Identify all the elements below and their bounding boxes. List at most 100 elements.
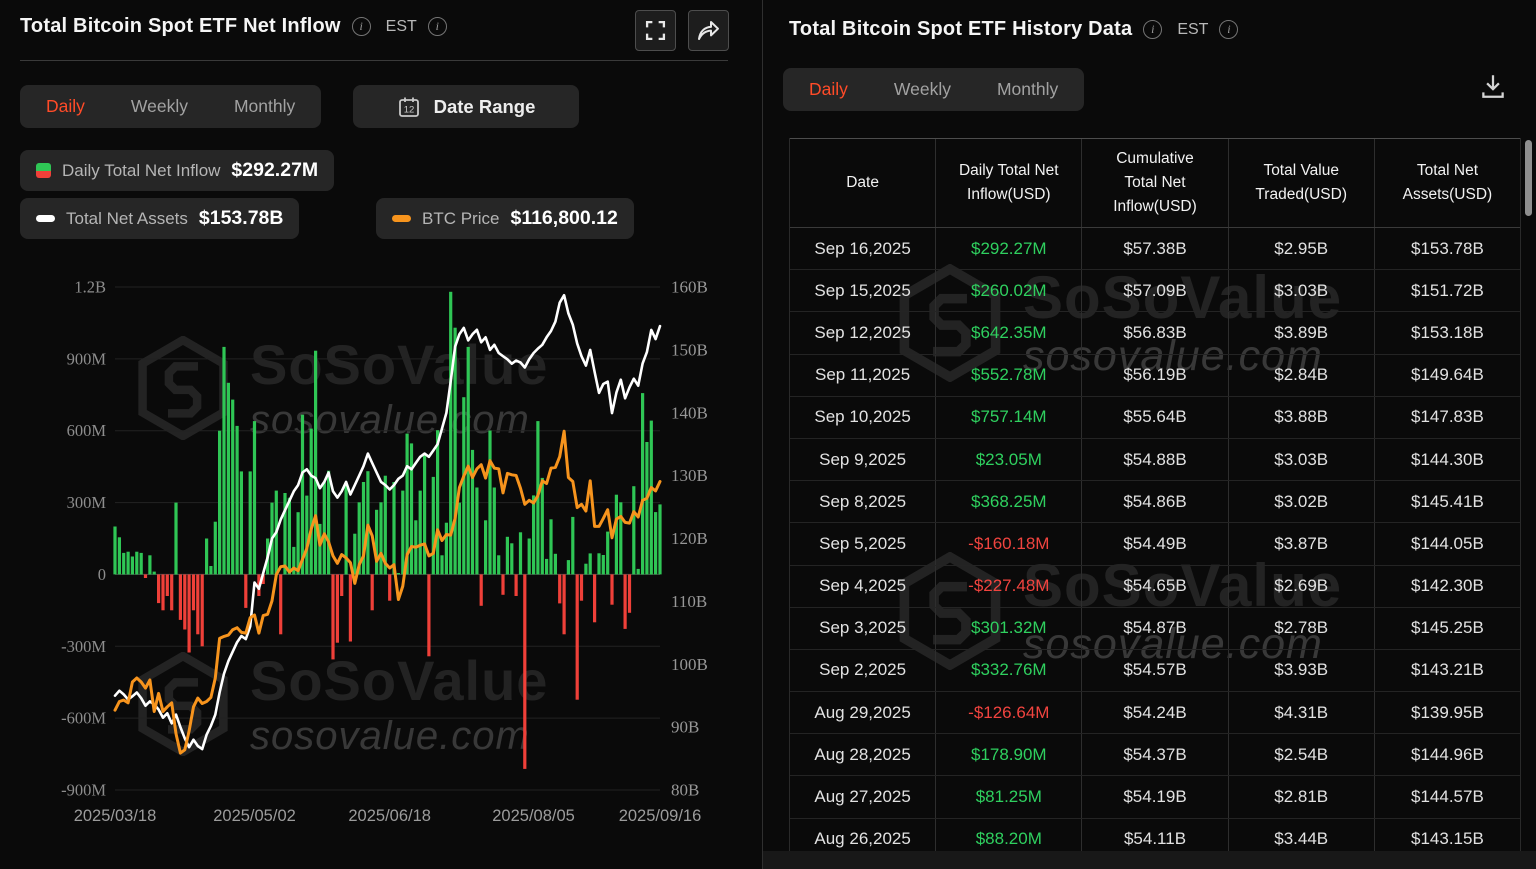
- cumulative-inflow-cell: $54.19B: [1082, 776, 1229, 818]
- cumulative-inflow-cell: $54.87B: [1082, 607, 1229, 649]
- value-traded-cell: $2.84B: [1229, 354, 1375, 396]
- daily-inflow-cell: $88.20M: [936, 818, 1083, 860]
- history-title-row: Total Bitcoin Spot ETF History Data i ES…: [789, 18, 1239, 41]
- timezone-info-icon[interactable]: i: [1219, 20, 1239, 39]
- history-table[interactable]: Date Daily Total Net Inflow(USD) Cumulat…: [789, 138, 1521, 861]
- date-cell: Sep 4,2025: [790, 565, 937, 607]
- svg-text:110B: 110B: [671, 592, 707, 611]
- table-row: Sep 12,2025 $642.35M $56.83B $3.89B $153.18B: [790, 312, 1520, 355]
- tab-daily[interactable]: Daily: [809, 79, 848, 99]
- date-cell: Aug 27,2025: [790, 776, 937, 818]
- legend-label: Total Net Assets: [66, 208, 188, 228]
- svg-text:-600M: -600M: [61, 709, 106, 728]
- svg-text:2025/09/16: 2025/09/16: [619, 807, 702, 825]
- daily-inflow-cell: $301.32M: [936, 607, 1083, 649]
- value-traded-cell: $2.81B: [1229, 776, 1375, 818]
- tab-weekly[interactable]: Weekly: [130, 96, 188, 116]
- svg-text:90B: 90B: [671, 718, 699, 737]
- table-header-row: Date Daily Total Net Inflow(USD) Cumulat…: [790, 138, 1520, 228]
- value-traded-cell: $3.88B: [1229, 396, 1375, 438]
- date-cell: Sep 16,2025: [790, 228, 937, 270]
- fullscreen-button[interactable]: [635, 10, 676, 51]
- table-scrollbar-thumb[interactable]: [1525, 140, 1532, 216]
- legend-total-net-assets[interactable]: Total Net Assets $153.78B: [20, 198, 300, 239]
- daily-inflow-cell: $368.25M: [936, 481, 1083, 523]
- share-button[interactable]: [688, 10, 729, 51]
- date-cell: Sep 3,2025: [790, 607, 937, 649]
- bar-series-swatch-icon: [36, 163, 51, 178]
- daily-inflow-cell: $23.05M: [936, 438, 1083, 481]
- cumulative-inflow-cell: $54.57B: [1082, 649, 1229, 692]
- cumulative-inflow-cell: $56.19B: [1082, 354, 1229, 396]
- value-traded-cell: $3.44B: [1229, 818, 1375, 860]
- horizontal-scrollbar[interactable]: [763, 851, 1536, 869]
- net-assets-cell: $151.72B: [1411, 280, 1484, 300]
- svg-text:-900M: -900M: [61, 781, 106, 800]
- svg-text:140B: 140B: [671, 403, 708, 422]
- net-assets-cell: $145.41B: [1411, 491, 1484, 511]
- tab-weekly[interactable]: Weekly: [893, 79, 951, 99]
- table-row: Sep 5,2025 -$160.18M $54.49B $3.87B $144.05B: [790, 523, 1520, 566]
- tab-monthly[interactable]: Monthly: [996, 79, 1059, 99]
- net-assets-cell: $144.57B: [1411, 787, 1484, 807]
- svg-text:600M: 600M: [67, 421, 107, 440]
- white-line-swatch-icon: [36, 215, 55, 222]
- date-cell: Sep 15,2025: [790, 270, 937, 312]
- share-icon: [698, 21, 719, 40]
- date-cell: Sep 2,2025: [790, 649, 937, 692]
- column-header-cumulative-inflow: Cumulative Total Net Inflow(USD): [1082, 139, 1229, 227]
- table-row: Sep 2,2025 $332.76M $54.57B $3.93B $143.21B: [790, 649, 1520, 693]
- svg-text:2025/05/02: 2025/05/02: [213, 807, 296, 825]
- table-row: Sep 9,2025 $23.05M $54.88B $3.03B $144.30B: [790, 438, 1520, 482]
- timezone-info-icon[interactable]: i: [427, 17, 447, 36]
- net-assets-cell: $147.83B: [1411, 407, 1484, 427]
- history-data-panel: Total Bitcoin Spot ETF History Data i ES…: [762, 0, 1536, 869]
- net-assets-cell: $144.96B: [1411, 744, 1484, 764]
- tab-monthly[interactable]: Monthly: [233, 96, 296, 116]
- legend-daily-net-inflow[interactable]: Daily Total Net Inflow $292.27M: [20, 150, 335, 191]
- legend-value: $153.78B: [198, 207, 284, 229]
- date-cell: Aug 28,2025: [790, 734, 937, 776]
- table-row: Sep 16,2025 $292.27M $57.38B $2.95B $153.78B: [790, 228, 1520, 271]
- net-assets-cell: $153.18B: [1411, 322, 1484, 342]
- cumulative-inflow-cell: $54.11B: [1082, 818, 1229, 860]
- value-traded-cell: $3.03B: [1229, 438, 1375, 481]
- date-cell: Sep 5,2025: [790, 523, 937, 565]
- cumulative-inflow-cell: $54.24B: [1082, 692, 1229, 734]
- info-icon[interactable]: i: [1143, 20, 1163, 39]
- value-traded-cell: $3.89B: [1229, 312, 1375, 354]
- info-icon[interactable]: i: [351, 17, 371, 36]
- table-row: Sep 4,2025 -$227.48M $54.65B $2.69B $142.30B: [790, 565, 1520, 608]
- orange-line-swatch-icon: [392, 215, 411, 222]
- net-assets-cell: $145.25B: [1411, 618, 1484, 638]
- daily-inflow-cell: $292.27M: [936, 228, 1083, 270]
- table-body[interactable]: Sep 16,2025 $292.27M $57.38B $2.95B $153.78B…: [790, 228, 1520, 861]
- table-row: Sep 3,2025 $301.32M $54.87B $2.78B $145.25B: [790, 607, 1520, 650]
- download-button[interactable]: [1475, 68, 1511, 104]
- legend-value: $292.27M: [231, 159, 319, 181]
- table-row: Aug 28,2025 $178.90M $54.37B $2.54B $144.96B: [790, 734, 1520, 777]
- date-range-button[interactable]: 12 Date Range: [353, 85, 579, 128]
- net-inflow-title-row: Total Bitcoin Spot ETF Net Inflow i EST …: [20, 15, 447, 38]
- value-traded-cell: $2.54B: [1229, 734, 1375, 776]
- daily-inflow-cell: -$126.64M: [936, 692, 1083, 734]
- date-cell: Sep 9,2025: [790, 438, 937, 481]
- cumulative-inflow-cell: $55.64B: [1082, 396, 1229, 438]
- svg-text:2025/06/18: 2025/06/18: [348, 807, 431, 825]
- cumulative-inflow-cell: $56.83B: [1082, 312, 1229, 354]
- net-inflow-chart[interactable]: 1.2B 900M 600M 300M 0 -300M -600M -900M 160B 150B…: [0, 248, 762, 838]
- daily-inflow-cell: -$160.18M: [936, 523, 1083, 565]
- tab-daily[interactable]: Daily: [46, 96, 85, 116]
- cumulative-inflow-cell: $54.88B: [1082, 438, 1229, 481]
- legend-btc-price[interactable]: BTC Price $116,800.12: [376, 198, 634, 239]
- cumulative-inflow-cell: $57.09B: [1082, 270, 1229, 312]
- chart-period-tabs: Daily Weekly Monthly: [20, 85, 322, 128]
- date-cell: Sep 8,2025: [790, 481, 937, 523]
- calendar-icon: 12: [398, 97, 419, 117]
- net-assets-cell: $153.78B: [1411, 238, 1484, 258]
- value-traded-cell: $2.69B: [1229, 565, 1375, 607]
- daily-inflow-cell: $332.76M: [936, 649, 1083, 692]
- svg-text:300M: 300M: [67, 493, 107, 512]
- table-row: Sep 11,2025 $552.78M $56.19B $2.84B $149.64B: [790, 354, 1520, 397]
- column-header-daily-inflow: Daily Total Net Inflow(USD): [936, 139, 1083, 227]
